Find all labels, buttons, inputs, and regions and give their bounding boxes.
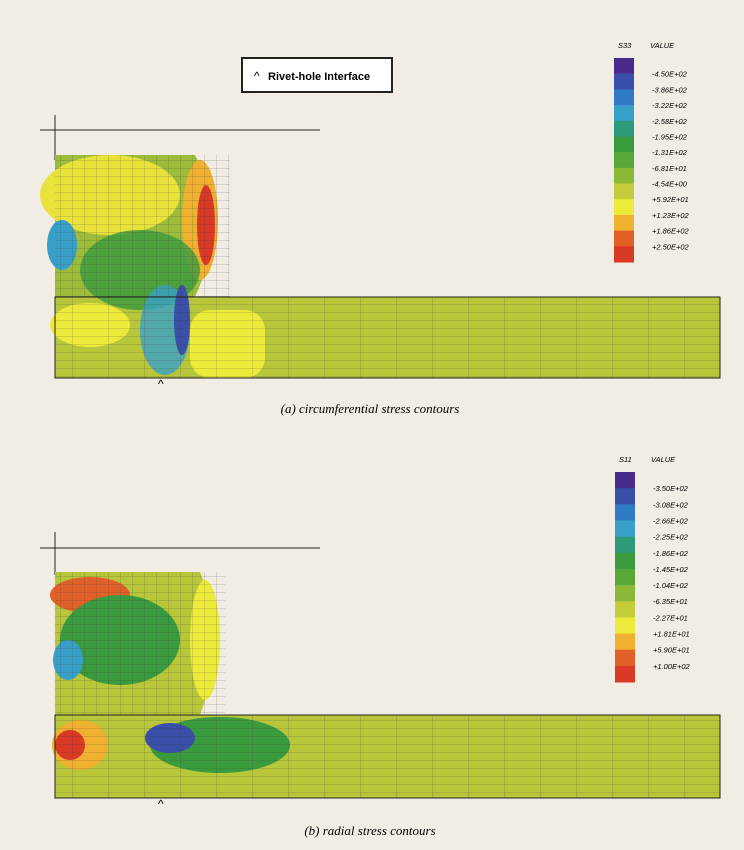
- legend-label: -3.08E+02: [653, 500, 689, 509]
- legend-label: +1.86E+02: [652, 227, 690, 236]
- page: ^ Rivet-hole Interface ^ (a) circumferen…: [0, 0, 744, 850]
- legend-swatch: [614, 215, 634, 231]
- legend-swatch: [614, 58, 634, 74]
- legend-swatch: [614, 74, 634, 90]
- svg-text:^: ^: [158, 377, 164, 391]
- legend-swatch: [614, 89, 634, 105]
- legend-label: -1.31E+02: [652, 148, 688, 157]
- legend-value-header: VALUE: [650, 41, 675, 50]
- legend-label: -3.22E+02: [652, 101, 688, 110]
- legend-label: -3.86E+02: [652, 85, 688, 94]
- legend-swatch: [615, 569, 635, 586]
- legend-label: -3.50E+02: [653, 484, 689, 493]
- legend-swatch: [614, 184, 634, 200]
- legend-swatch: [615, 488, 635, 505]
- legend-swatch: [614, 136, 634, 152]
- legend-swatch: [615, 504, 635, 521]
- label-box-text: Rivet-hole Interface: [268, 71, 370, 83]
- legend-swatch: [615, 650, 635, 667]
- legend-header: S11: [619, 455, 632, 464]
- legend-label: -1.45E+02: [653, 565, 689, 574]
- caption-b: (b) radial stress contours: [304, 823, 435, 838]
- legend-swatch: [615, 666, 635, 683]
- legend-swatch: [614, 152, 634, 168]
- caption-a: (a) circumferential stress contours: [281, 401, 460, 416]
- legend-label: -1.86E+02: [653, 549, 689, 558]
- legend-label: +1.00E+02: [653, 662, 691, 671]
- legend-swatch: [614, 168, 634, 184]
- legend-label: -2.66E+02: [653, 516, 689, 525]
- legend-label: -1.04E+02: [653, 581, 689, 590]
- legend-swatch: [614, 231, 634, 247]
- legend-label: -2.27E+01: [653, 613, 688, 622]
- legend-swatch: [615, 553, 635, 570]
- legend-label: -1.95E+02: [652, 132, 688, 141]
- legend-label: +5.92E+01: [652, 195, 689, 204]
- legend-swatch: [614, 199, 634, 215]
- svg-text:^: ^: [158, 797, 164, 811]
- legend-label: -4.50E+02: [652, 70, 688, 79]
- legend-label: -6.35E+01: [653, 597, 688, 606]
- legend-label: -6.81E+01: [652, 164, 687, 173]
- legend-swatch: [614, 105, 634, 121]
- legend-swatch: [615, 634, 635, 651]
- legend-swatch: [615, 617, 635, 634]
- legend-header: S33: [618, 41, 632, 50]
- legend-label: +2.50E+02: [652, 242, 690, 251]
- legend-swatch: [615, 520, 635, 537]
- legend-label: -4.54E+00: [652, 180, 688, 189]
- legend-swatch: [615, 472, 635, 489]
- legend-label: +1.81E+01: [653, 630, 690, 639]
- legend-value-header: VALUE: [651, 455, 676, 464]
- legend-swatch: [614, 121, 634, 137]
- legend-label: +1.23E+02: [652, 211, 690, 220]
- legend-swatch: [614, 246, 634, 262]
- legend-swatch: [615, 537, 635, 554]
- legend-label: -2.25E+02: [653, 533, 689, 542]
- legend-swatch: [615, 585, 635, 602]
- caret: ^: [254, 69, 260, 83]
- legend-swatch: [615, 601, 635, 618]
- legend-label: +5.90E+01: [653, 646, 690, 655]
- legend-label: -2.58E+02: [652, 117, 688, 126]
